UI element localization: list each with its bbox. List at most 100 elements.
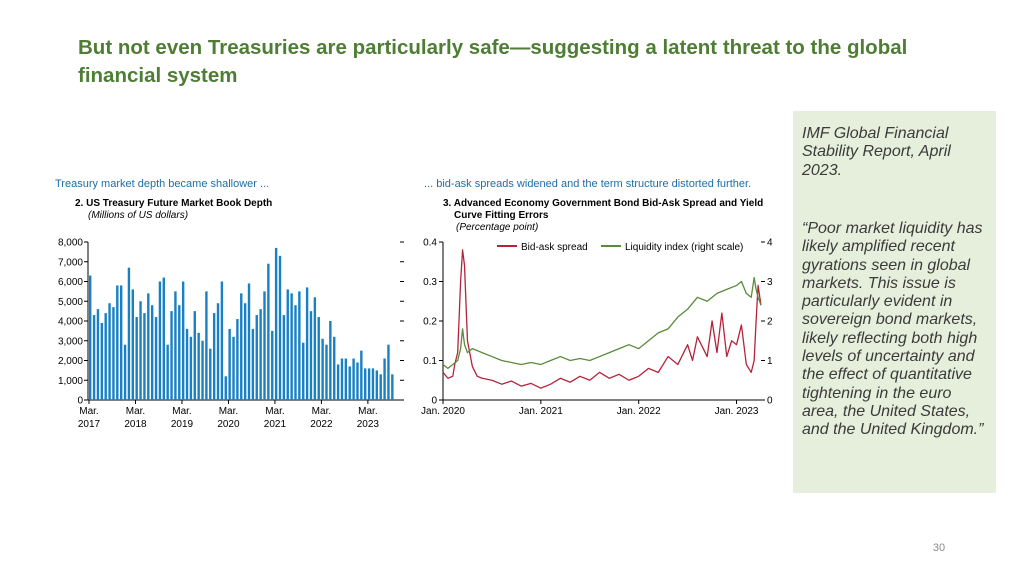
bar [251, 328, 255, 400]
bar [154, 317, 158, 400]
line-chart-axes: 0 0.1 0.2 0.3 0.4 0 1 2 3 4 Jan. 2020 Jan. 2021 Jan.… [421, 238, 773, 418]
quote-sidebar [793, 111, 996, 493]
bar [104, 313, 107, 400]
bar-y-tick-label: 4,000 [58, 317, 83, 328]
bar [302, 342, 305, 400]
bar [119, 285, 123, 400]
line-x-tick-label: Jan. 2021 [519, 406, 563, 417]
bar [178, 305, 181, 400]
bar [131, 289, 135, 400]
bar [321, 338, 324, 400]
bar-chart-subtitle: (Millions of US dollars) [88, 210, 188, 221]
bar [92, 315, 96, 400]
legend-liquidity-label: Liquidity index (right scale) [625, 242, 743, 253]
bar [271, 330, 274, 401]
bar-y-tick-label: 8,000 [58, 238, 83, 249]
bar [317, 317, 320, 400]
bar [298, 291, 301, 401]
bar [379, 374, 382, 400]
bar [336, 364, 340, 400]
bar-chart-title: 2. US Treasury Future Market Book Depth [75, 198, 272, 209]
line-chart-header: ... bid-ask spreads widened and the term… [424, 178, 751, 190]
line-chart-series [442, 249, 762, 389]
line-chart-title-line1: 3. Advanced Economy Government Bond Bid-… [443, 198, 763, 209]
bar [255, 315, 258, 400]
bar-chart-bars [89, 247, 394, 401]
line-y2-tick-label: 0 [767, 396, 773, 407]
line-y-tick-label: 0.1 [423, 356, 437, 367]
bar [309, 311, 313, 401]
bar [313, 297, 317, 400]
bar [166, 344, 169, 400]
bar [375, 370, 379, 401]
bar [278, 255, 282, 400]
bar [123, 344, 127, 400]
bar [274, 247, 278, 400]
bar [360, 350, 363, 401]
bar-x-tick-label-month: Mar. [126, 406, 145, 417]
line-y2-tick-label: 1 [767, 356, 773, 367]
bar [150, 305, 154, 400]
bid-ask-spread-line [442, 249, 762, 389]
bar [224, 376, 227, 400]
bar [340, 358, 344, 400]
bar [158, 281, 162, 400]
bar [96, 309, 100, 400]
bar [236, 319, 239, 400]
bar-y-tick-label: 6,000 [58, 277, 83, 288]
page-number: 30 [932, 542, 946, 554]
bar-x-tick-label-month: Mar. [358, 406, 377, 417]
bar-y-tick-label: 2,000 [58, 356, 83, 367]
bar [162, 277, 165, 400]
line-y2-tick-label: 4 [767, 238, 773, 249]
bar [282, 315, 286, 400]
bar [143, 313, 146, 400]
bar [247, 283, 251, 400]
bar [201, 340, 204, 400]
bar-x-tick-label-year: 2017 [78, 419, 101, 430]
bar [216, 303, 220, 400]
bar [352, 358, 355, 400]
bar-x-tick-label-month: Mar. [219, 406, 238, 417]
bar [185, 328, 189, 400]
bar [232, 336, 235, 400]
bar [220, 281, 224, 400]
bar-chart-axes: 0 1,000 2,000 3,000 4,000 5,000 6,000 7,000 8,00… [58, 238, 404, 430]
bar [139, 301, 142, 400]
bar [356, 362, 359, 400]
bar [240, 293, 243, 400]
line-chart-title-line2: Curve Fitting Errors [454, 210, 549, 221]
bar [286, 289, 289, 400]
bar-x-tick-label-year: 2018 [124, 419, 147, 430]
bar [391, 374, 394, 400]
bar [170, 311, 173, 401]
bar-x-tick-label-year: 2022 [310, 419, 333, 430]
bar-x-tick-label-year: 2023 [357, 419, 380, 430]
bar-x-tick-label-month: Mar. [312, 406, 331, 417]
bar [127, 267, 131, 400]
line-y-tick-label: 0.2 [423, 317, 437, 328]
bar [116, 285, 119, 400]
bar [267, 263, 270, 400]
line-y2-tick-label: 3 [767, 277, 773, 288]
liquidity-index-line [442, 276, 762, 370]
legend-bid-ask-label: Bid-ask spread [521, 242, 588, 253]
bar-x-tick-label-month: Mar. [172, 406, 191, 417]
bar [189, 336, 193, 400]
line-y2-tick-label: 2 [767, 317, 773, 328]
bar-x-tick-label-month: Mar. [265, 406, 284, 417]
bar [89, 275, 92, 400]
bar [193, 311, 196, 401]
bar-x-tick-label-month: Mar. [79, 406, 98, 417]
bar [329, 321, 332, 400]
bar [212, 313, 216, 400]
slide-title: But not even Treasuries are particularly… [78, 36, 908, 87]
bar [294, 305, 297, 400]
line-y-tick-label: 0.4 [423, 238, 437, 249]
bar-chart-header: Treasury market depth became shallower .… [55, 178, 269, 190]
bar [205, 291, 208, 401]
bar [228, 328, 231, 400]
bar [209, 348, 212, 400]
report-quote: “Poor market liquidity has likely amplif… [802, 220, 984, 439]
